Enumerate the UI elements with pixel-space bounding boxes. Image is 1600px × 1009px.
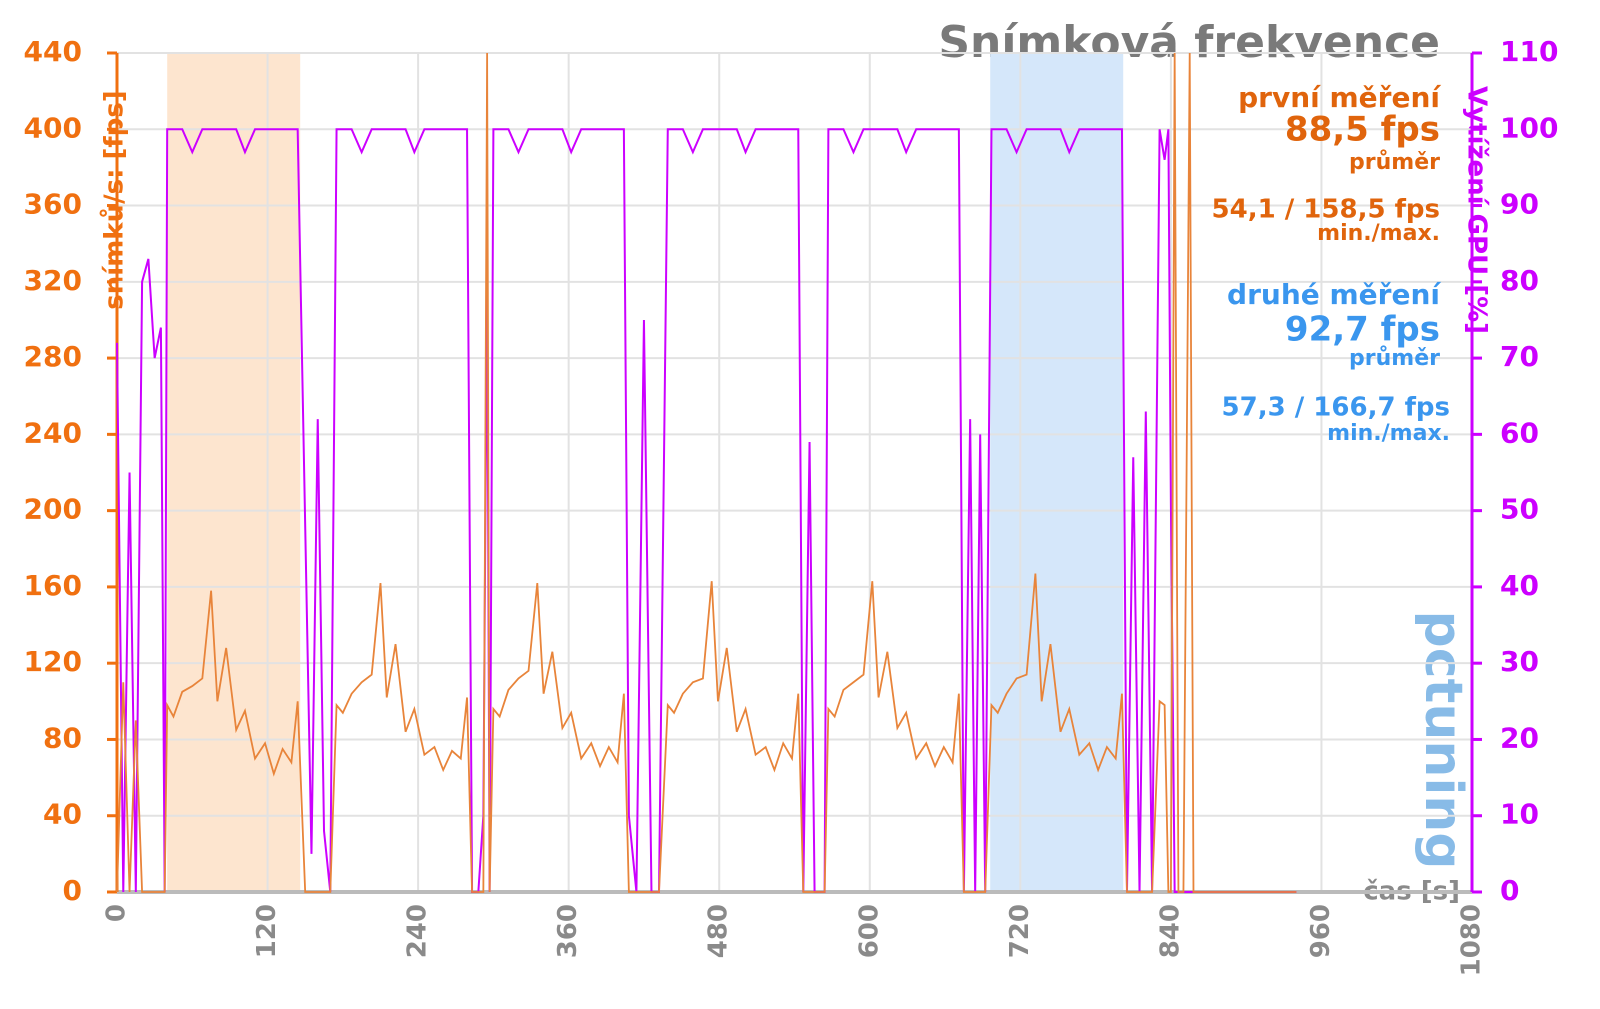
y-tick-label: 120 — [24, 645, 82, 678]
y2-tick-label: 80 — [1500, 264, 1539, 297]
x-tick-label: 840 — [1155, 904, 1185, 958]
highlight-band — [167, 53, 301, 892]
y2-axis-label: Vytížení GPU [%] — [1462, 86, 1492, 334]
series-line — [116, 52, 1297, 893]
y2-tick-label: 50 — [1500, 493, 1539, 526]
annotation: první měření — [1238, 81, 1441, 114]
y-tick-label: 80 — [43, 721, 82, 754]
y-tick-label: 40 — [43, 798, 82, 831]
y-axis-label: snímků/s: [fps] — [99, 90, 130, 309]
y-tick-label: 280 — [24, 340, 82, 373]
y-tick-label: 320 — [24, 264, 82, 297]
annotation: průměr — [1349, 150, 1440, 175]
x-tick-label: 0 — [102, 904, 132, 922]
y2-tick-label: 0 — [1500, 874, 1519, 907]
highlight-band — [990, 53, 1124, 892]
annotation: 92,7 fps — [1285, 310, 1440, 350]
annotation: 57,3 / 166,7 fps — [1222, 393, 1450, 423]
y2-tick-label: 70 — [1500, 340, 1539, 373]
y2-tick-label: 110 — [1500, 35, 1558, 68]
annotation: 54,1 / 158,5 fps — [1212, 195, 1440, 225]
y2-tick-label: 90 — [1500, 188, 1539, 221]
x-tick-label: 1080 — [1457, 904, 1487, 976]
x-tick-label: 240 — [403, 904, 433, 958]
annotation: min./max. — [1317, 221, 1440, 246]
annotation: min./max. — [1327, 421, 1450, 446]
y-tick-label: 200 — [24, 493, 82, 526]
x-tick-label: 960 — [1306, 904, 1336, 958]
y-tick-label: 440 — [24, 35, 82, 68]
y2-tick-label: 30 — [1500, 645, 1539, 678]
y-tick-label: 160 — [24, 569, 82, 602]
y2-tick-label: 40 — [1500, 569, 1539, 602]
y-tick-label: 360 — [24, 188, 82, 221]
annotation: průměr — [1349, 346, 1440, 371]
annotation: 88,5 fps — [1285, 110, 1440, 150]
y-tick-label: 240 — [24, 416, 82, 449]
y-tick-label: 400 — [24, 111, 82, 144]
x-tick-label: 480 — [704, 904, 734, 958]
x-tick-label: 720 — [1005, 904, 1035, 958]
x-tick-label: 600 — [854, 904, 884, 958]
y2-tick-label: 10 — [1500, 798, 1539, 831]
series-line — [116, 128, 1297, 893]
x-tick-label: 120 — [252, 904, 282, 958]
y2-tick-label: 20 — [1500, 721, 1539, 754]
annotation: druhé měření — [1227, 278, 1441, 311]
y-tick-label: 0 — [63, 874, 82, 907]
y2-tick-label: 100 — [1500, 111, 1558, 144]
x-tick-label: 360 — [553, 904, 583, 958]
y2-tick-label: 60 — [1500, 416, 1539, 449]
